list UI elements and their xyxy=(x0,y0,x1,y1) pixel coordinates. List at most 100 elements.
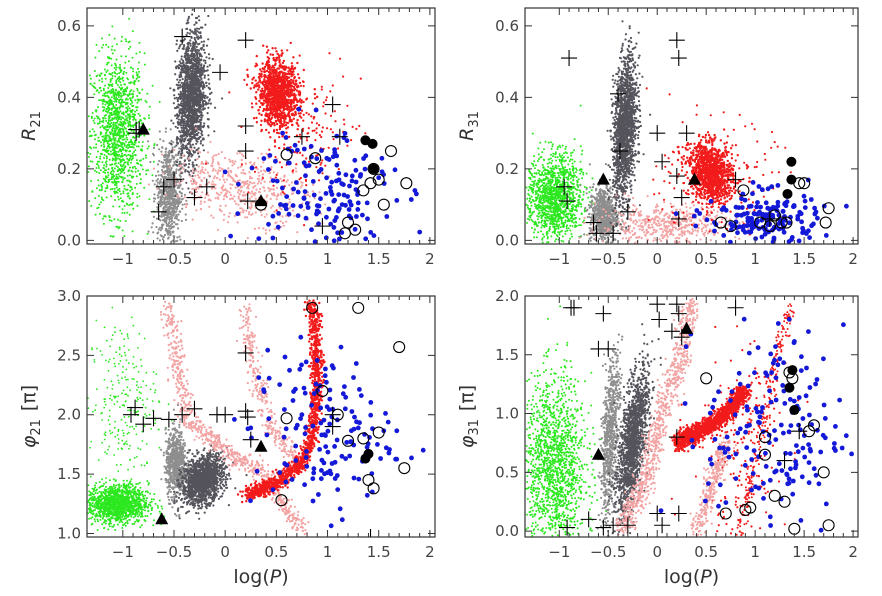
green-point xyxy=(135,182,138,185)
green-point xyxy=(138,41,141,44)
green-point xyxy=(131,56,134,59)
green-point xyxy=(114,62,116,65)
green-point xyxy=(97,106,99,109)
pink-point xyxy=(260,214,263,217)
green-point xyxy=(124,165,127,168)
green-point xyxy=(141,145,144,148)
green-point xyxy=(139,163,142,166)
pink-point xyxy=(222,218,225,221)
gray_light-point xyxy=(170,167,173,170)
red-point xyxy=(261,89,264,93)
green-point xyxy=(120,84,123,86)
green-point xyxy=(133,80,136,82)
green-point xyxy=(100,183,103,186)
pink-point xyxy=(268,229,271,232)
green-point xyxy=(107,123,110,125)
gray_dark-point xyxy=(196,83,200,86)
green-point xyxy=(126,108,129,111)
pink-point xyxy=(248,183,251,186)
green-point xyxy=(89,160,92,163)
green-point xyxy=(110,121,113,124)
red-point xyxy=(261,87,264,91)
gray_dark-point xyxy=(189,39,192,42)
green-point xyxy=(158,100,161,103)
green-point xyxy=(129,154,132,157)
green-point xyxy=(123,144,126,147)
red-point xyxy=(297,112,300,115)
gray_dark-point xyxy=(200,64,203,67)
pink-point xyxy=(242,155,245,158)
gray_dark-point xyxy=(186,117,189,120)
green-point xyxy=(115,104,118,106)
green-point xyxy=(140,149,143,152)
pink-point xyxy=(240,158,243,162)
pink-point xyxy=(269,176,272,180)
gray_light-point xyxy=(168,182,171,185)
green-point xyxy=(127,121,129,124)
green-point xyxy=(100,120,103,123)
gray_dark-point xyxy=(175,43,178,46)
gray_light-point xyxy=(153,193,156,196)
red-point xyxy=(258,86,261,89)
red-point xyxy=(292,99,296,102)
green-point xyxy=(126,211,129,214)
gray_dark-point xyxy=(177,152,180,155)
pink-point xyxy=(261,173,264,176)
gray_dark-point xyxy=(179,124,182,127)
green-point xyxy=(132,93,134,96)
gray_dark-point xyxy=(190,30,193,33)
gray_dark-point xyxy=(205,81,208,84)
gray_light-point xyxy=(155,217,159,220)
gray_dark-point xyxy=(193,68,197,71)
gray_dark-point xyxy=(169,87,172,90)
gray_light-point xyxy=(159,226,162,229)
gray_dark-point xyxy=(192,43,195,46)
pink-point xyxy=(223,181,226,184)
pink-point xyxy=(237,166,240,169)
pink-point xyxy=(248,206,251,209)
pink-point xyxy=(211,156,214,159)
pink-point xyxy=(260,165,263,168)
pink-point xyxy=(205,160,208,163)
red-point xyxy=(280,76,283,79)
green-point xyxy=(115,147,118,149)
red-point xyxy=(269,136,272,139)
green-point xyxy=(130,175,133,178)
gray_dark-point xyxy=(182,69,185,72)
gray_dark-point xyxy=(178,150,181,153)
red-point xyxy=(275,122,279,126)
gray_dark-point xyxy=(197,49,200,52)
pink-point xyxy=(242,169,245,172)
red-point xyxy=(252,86,256,89)
gray_dark-point xyxy=(180,68,183,71)
gray_dark-point xyxy=(185,100,188,103)
green-point xyxy=(114,122,117,124)
red-point xyxy=(265,104,269,107)
green-point xyxy=(136,196,139,199)
gray_dark-point xyxy=(199,47,202,50)
pink-point xyxy=(200,207,203,211)
gray_dark-point xyxy=(182,83,185,86)
gray_dark-point xyxy=(199,31,202,34)
green-point xyxy=(104,215,107,218)
green-point xyxy=(99,133,102,136)
gray_light-point xyxy=(168,164,171,167)
gray_light-point xyxy=(158,180,162,183)
red-point xyxy=(271,47,274,50)
pink-point xyxy=(288,201,291,204)
green-point xyxy=(112,158,115,160)
pink-point xyxy=(183,196,186,199)
green-point xyxy=(104,134,107,137)
pink-point xyxy=(202,162,205,165)
green-point xyxy=(124,220,127,223)
gray_light-point xyxy=(168,197,171,200)
gray_dark-point xyxy=(188,142,191,145)
green-point xyxy=(97,184,100,187)
green-point xyxy=(126,94,129,96)
gray_dark-point xyxy=(180,154,183,157)
pink-point xyxy=(204,168,207,171)
green-point xyxy=(102,143,105,146)
red-point xyxy=(255,54,258,58)
pink-point xyxy=(288,198,291,201)
green-point xyxy=(93,82,96,85)
